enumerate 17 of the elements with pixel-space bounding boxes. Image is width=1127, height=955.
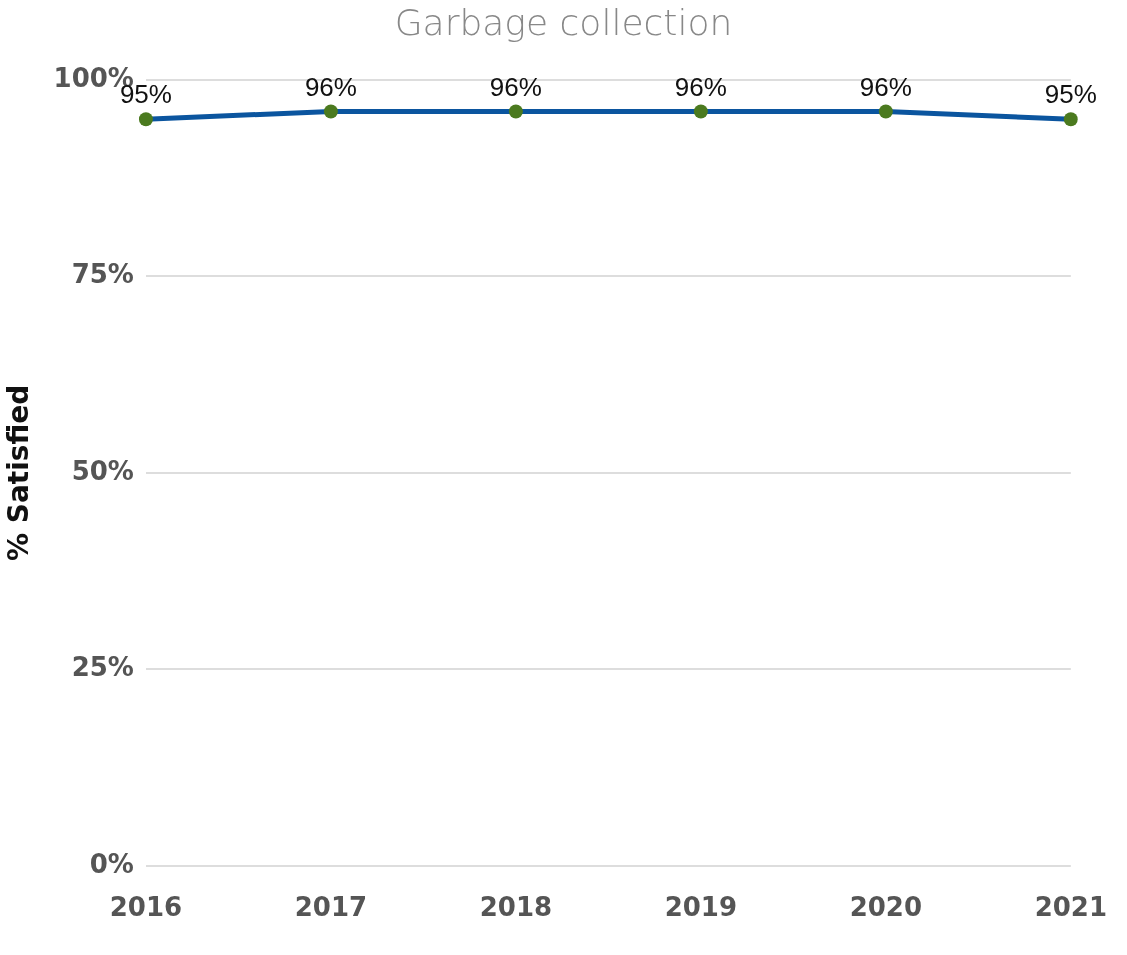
data-label: 96%: [304, 71, 357, 102]
x-tick-label: 2017: [294, 892, 368, 923]
data-label: 96%: [859, 71, 912, 102]
y-tick-label: 25%: [71, 652, 134, 683]
x-tick-label: 2020: [849, 892, 923, 923]
y-tick-label: 75%: [71, 259, 134, 290]
data-label: 95%: [1044, 79, 1097, 110]
y-tick-label: 50%: [71, 455, 134, 486]
x-tick-label: 2018: [479, 892, 553, 923]
x-tick-label: 2021: [1034, 892, 1108, 923]
y-axis-title: % Satisfied: [2, 384, 36, 562]
chart-title: Garbage collection: [393, 2, 734, 43]
x-tick-label: 2016: [109, 892, 183, 923]
data-label: 96%: [674, 71, 727, 102]
x-tick-label: 2019: [664, 892, 738, 923]
y-tick-label: 0%: [89, 848, 134, 879]
data-label: 96%: [489, 71, 542, 102]
